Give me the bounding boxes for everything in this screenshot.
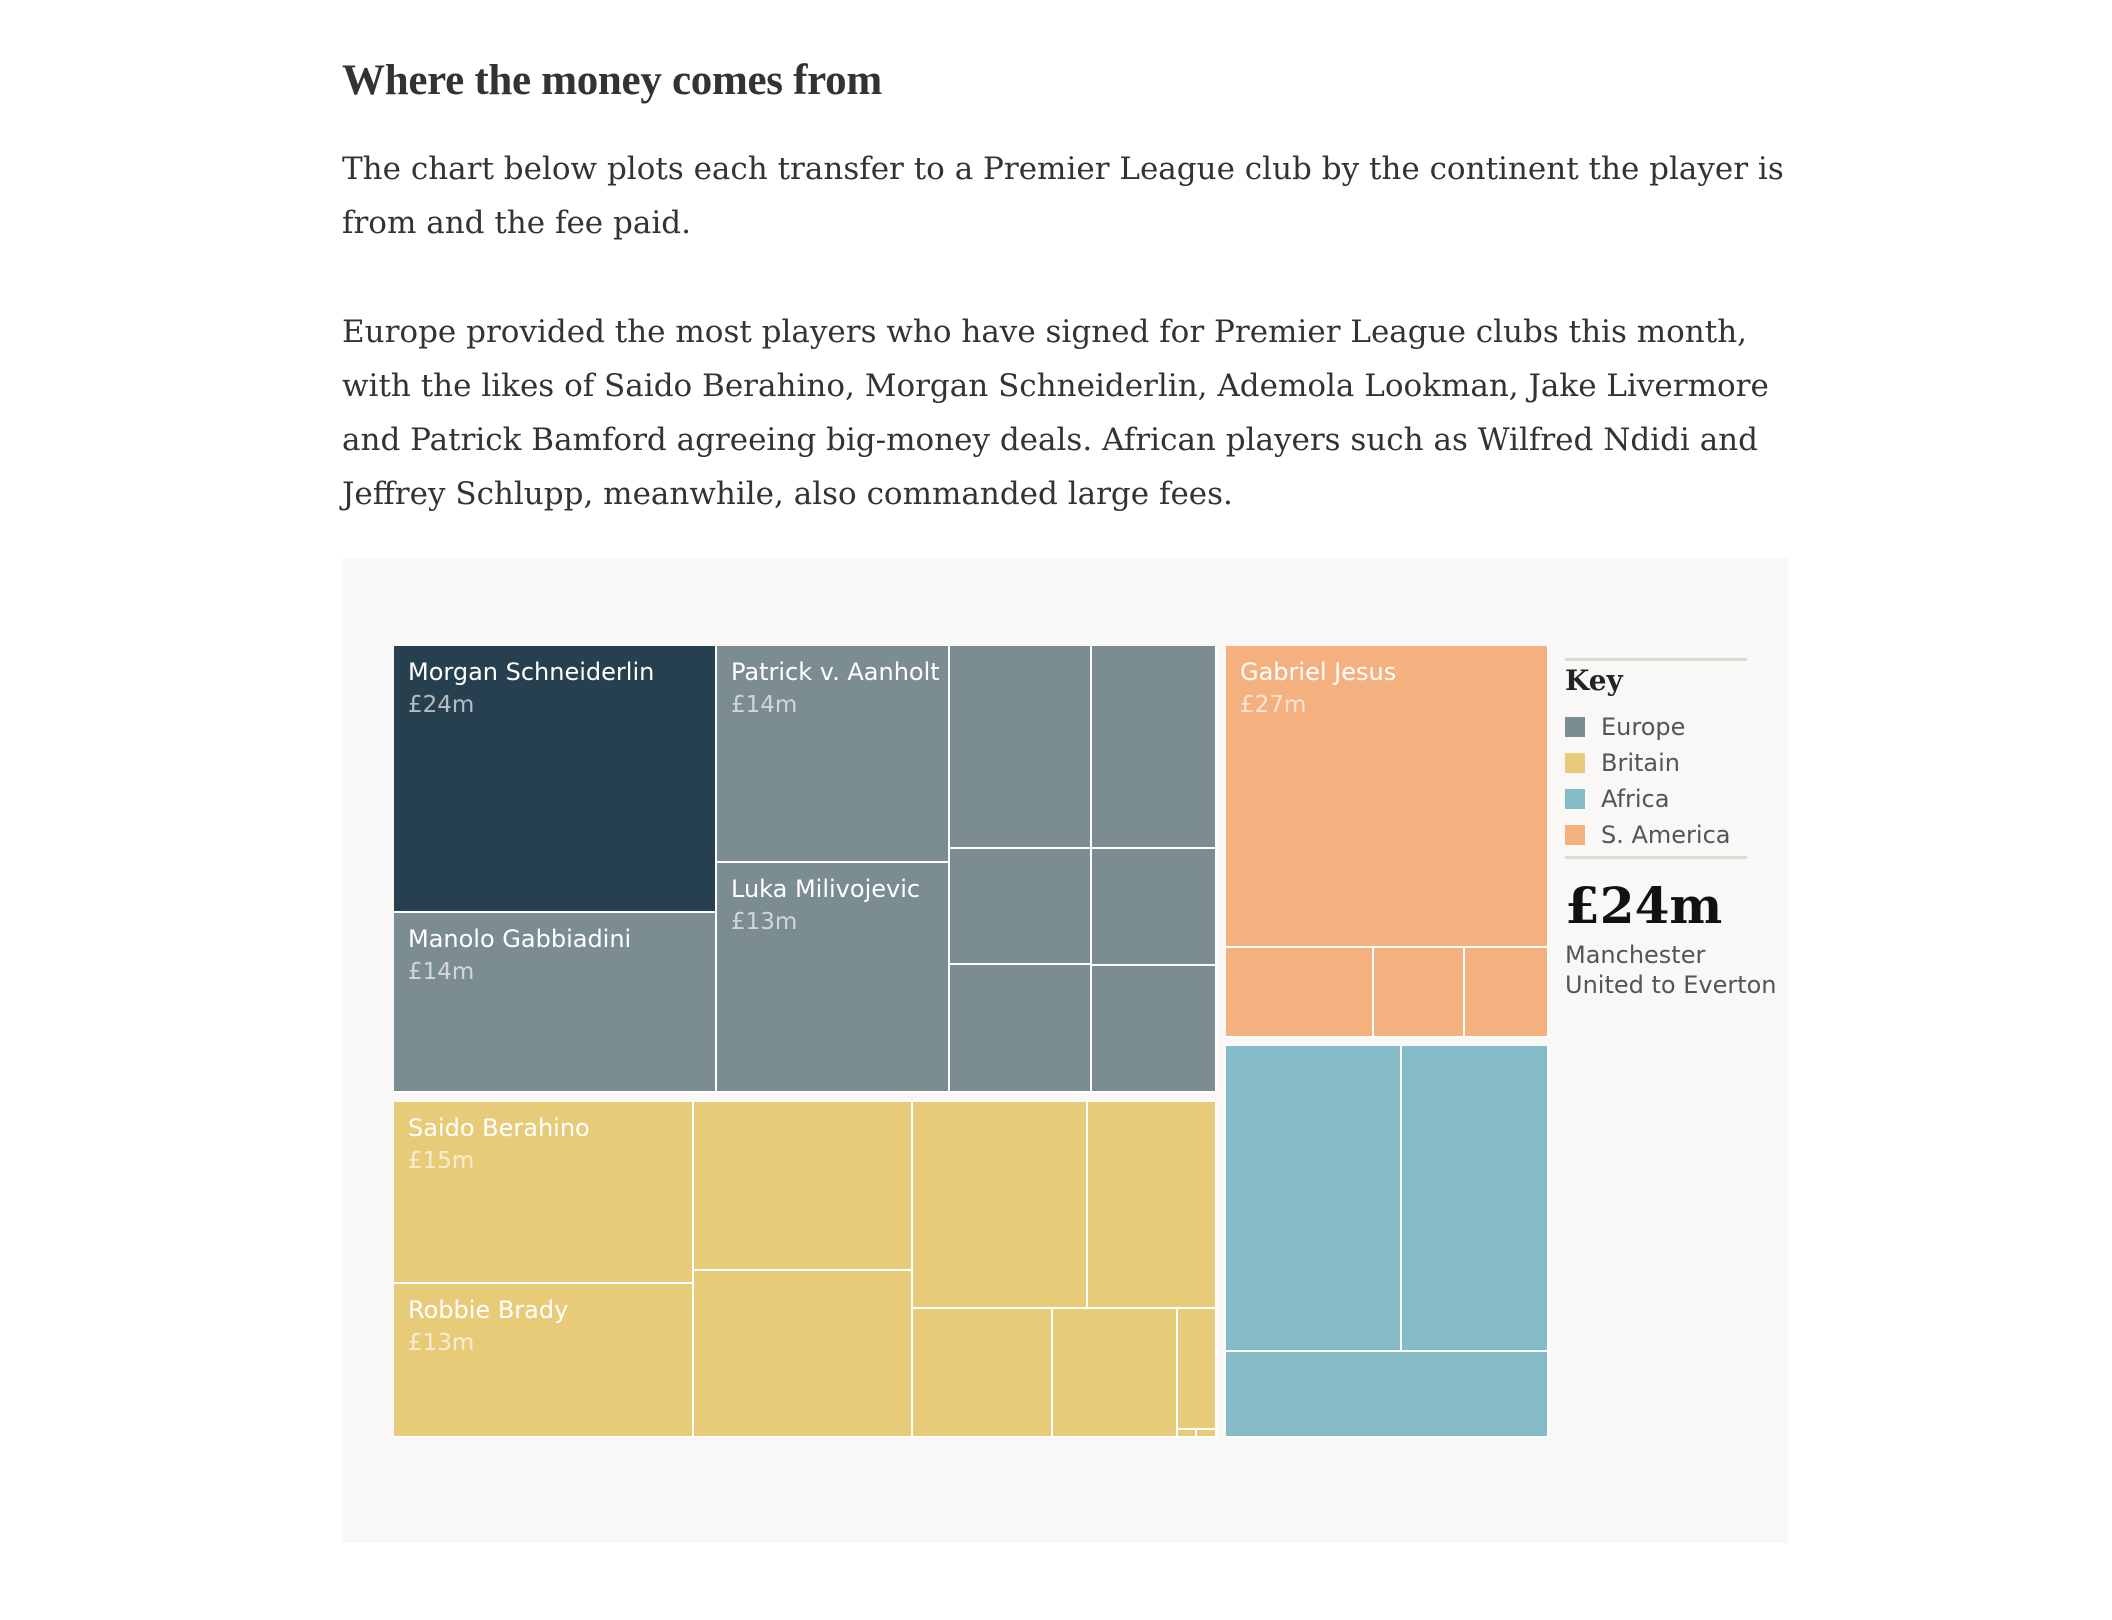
tile-player-name: Morgan Schneiderlin <box>408 658 655 686</box>
tile-fee-label: £13m <box>731 909 798 935</box>
treemap-tile-britain[interactable] <box>913 1309 1053 1438</box>
tile-fee-label: £13m <box>408 1330 475 1356</box>
treemap-tile-europe[interactable] <box>1092 966 1217 1093</box>
key-item-africa: Africa <box>1565 784 1669 814</box>
key-swatch-s-america <box>1565 825 1585 845</box>
tile-player-name: Manolo Gabbiadini <box>408 925 632 953</box>
treemap-tile-africa[interactable] <box>1402 1046 1549 1352</box>
tile-player-name: Robbie Brady <box>408 1296 569 1324</box>
treemap-tile-europe[interactable] <box>950 646 1092 849</box>
section-heading: Where the money comes from <box>342 57 882 104</box>
treemap-tile-britain[interactable] <box>1197 1430 1217 1438</box>
treemap-tile-europe[interactable]: Manolo Gabbiadini £14m <box>394 913 717 1093</box>
tile-player-name: Patrick v. Aanholt <box>731 658 940 686</box>
treemap-tile-europe[interactable]: Luka Milivojevic £13m <box>717 863 950 1093</box>
treemap-tile-s-america[interactable] <box>1465 948 1549 1038</box>
key-swatch-africa <box>1565 789 1585 809</box>
tile-fee-label: £15m <box>408 1148 475 1174</box>
tile-player-name: Saido Berahino <box>408 1114 590 1142</box>
selected-fee-value: £24m <box>1565 876 1723 935</box>
treemap-tile-europe[interactable] <box>1092 646 1217 849</box>
treemap-tile-britain[interactable] <box>1178 1430 1197 1438</box>
treemap-tile-s-america[interactable]: Gabriel Jesus £27m <box>1226 646 1549 948</box>
selected-transfer-detail: Manchester United to Everton <box>1565 941 1777 999</box>
treemap-tile-britain[interactable]: Saido Berahino £15m <box>394 1102 694 1284</box>
key-label-europe: Europe <box>1601 713 1686 741</box>
tile-player-name: Luka Milivojevic <box>731 875 921 903</box>
treemap-tile-britain[interactable]: Robbie Brady £13m <box>394 1284 694 1438</box>
key-swatch-britain <box>1565 753 1585 773</box>
treemap-tile-europe[interactable]: Morgan Schneiderlin £24m <box>394 646 717 913</box>
key-top-rule <box>1565 658 1747 661</box>
treemap-tile-britain[interactable] <box>1178 1309 1217 1430</box>
tile-fee-label: £24m <box>408 692 475 718</box>
treemap-tile-europe[interactable] <box>1092 849 1217 966</box>
treemap-tile-britain[interactable] <box>1088 1102 1217 1309</box>
treemap-tile-s-america[interactable] <box>1374 948 1465 1038</box>
key-item-europe: Europe <box>1565 712 1685 742</box>
treemap-tile-europe[interactable] <box>950 965 1092 1093</box>
treemap-tile-europe[interactable] <box>950 849 1092 965</box>
tile-player-name: Gabriel Jesus <box>1240 658 1397 686</box>
key-label-britain: Britain <box>1601 749 1680 777</box>
treemap-tile-europe[interactable]: Patrick v. Aanholt £14m <box>717 646 950 863</box>
treemap-tile-britain[interactable] <box>694 1102 913 1271</box>
tile-fee-label: £14m <box>408 959 475 985</box>
intro-paragraph: The chart below plots each transfer to a… <box>342 151 1784 241</box>
key-label-s-america: S. America <box>1601 821 1731 849</box>
tile-fee-label: £27m <box>1240 692 1307 718</box>
key-swatch-europe <box>1565 717 1585 737</box>
key-bottom-rule <box>1565 856 1747 859</box>
key-title: Key <box>1565 664 1623 697</box>
treemap-tile-britain[interactable] <box>694 1271 913 1438</box>
treemap-tile-britain[interactable] <box>913 1102 1088 1309</box>
treemap-tile-s-america[interactable] <box>1226 948 1374 1038</box>
key-item-britain: Britain <box>1565 748 1680 778</box>
body-paragraph: Europe provided the most players who hav… <box>342 314 1769 512</box>
key-label-africa: Africa <box>1601 785 1670 813</box>
tile-fee-label: £14m <box>731 692 798 718</box>
treemap-tile-britain[interactable] <box>1053 1309 1178 1438</box>
treemap-tile-africa[interactable] <box>1226 1046 1402 1352</box>
treemap-tile-africa[interactable] <box>1226 1352 1549 1438</box>
key-item-s-america: S. America <box>1565 820 1731 850</box>
transfer-treemap-chart: Morgan Schneiderlin £24m Manolo Gabbiadini… <box>342 558 1788 1543</box>
